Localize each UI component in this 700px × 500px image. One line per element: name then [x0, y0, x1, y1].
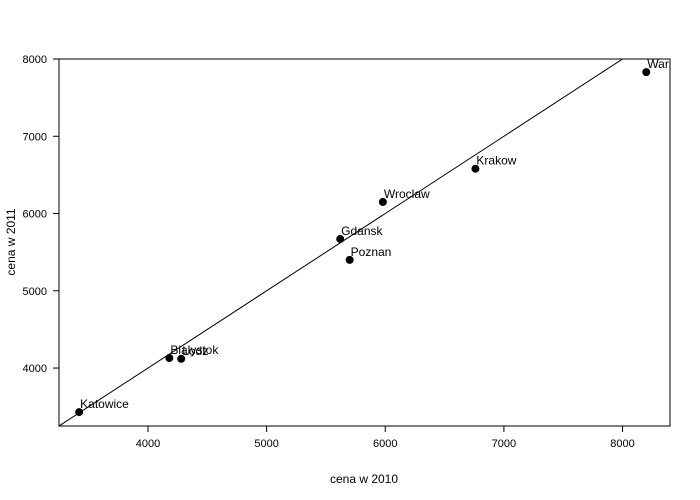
- x-tick-label: 8000: [610, 438, 634, 450]
- point-label: Lodz: [182, 344, 208, 358]
- point-label: Warszawa: [647, 57, 700, 71]
- point-label: Poznan: [351, 245, 392, 259]
- x-tick-label: 7000: [492, 438, 516, 450]
- reference-line: [59, 59, 624, 426]
- x-axis-title: cena w 2010: [330, 472, 398, 486]
- y-tick-label: 4000: [23, 363, 47, 375]
- point-label: Krakow: [476, 154, 516, 168]
- data-point: [177, 354, 186, 363]
- x-tick-label: 6000: [373, 438, 397, 450]
- data-point: [378, 197, 387, 206]
- y-axis-title: cena w 2011: [4, 208, 18, 275]
- data-point: [345, 255, 354, 264]
- point-label: Bialystok: [170, 343, 219, 357]
- data-point: [165, 354, 174, 363]
- y-tick-label: 7000: [23, 131, 47, 143]
- y-tick-label: 8000: [23, 54, 47, 66]
- data-point: [471, 164, 480, 173]
- point-label: Wroclaw: [384, 187, 430, 201]
- data-point: [642, 68, 651, 77]
- data-point: [75, 408, 84, 417]
- x-tick-label: 4000: [136, 438, 160, 450]
- x-tick-label: 5000: [254, 438, 278, 450]
- y-tick-label: 6000: [23, 209, 47, 221]
- plot-frame: [58, 58, 671, 427]
- point-label: Katowice: [80, 397, 129, 411]
- data-point: [336, 235, 345, 244]
- y-tick-label: 5000: [23, 286, 47, 298]
- point-label: Gdansk: [341, 224, 383, 238]
